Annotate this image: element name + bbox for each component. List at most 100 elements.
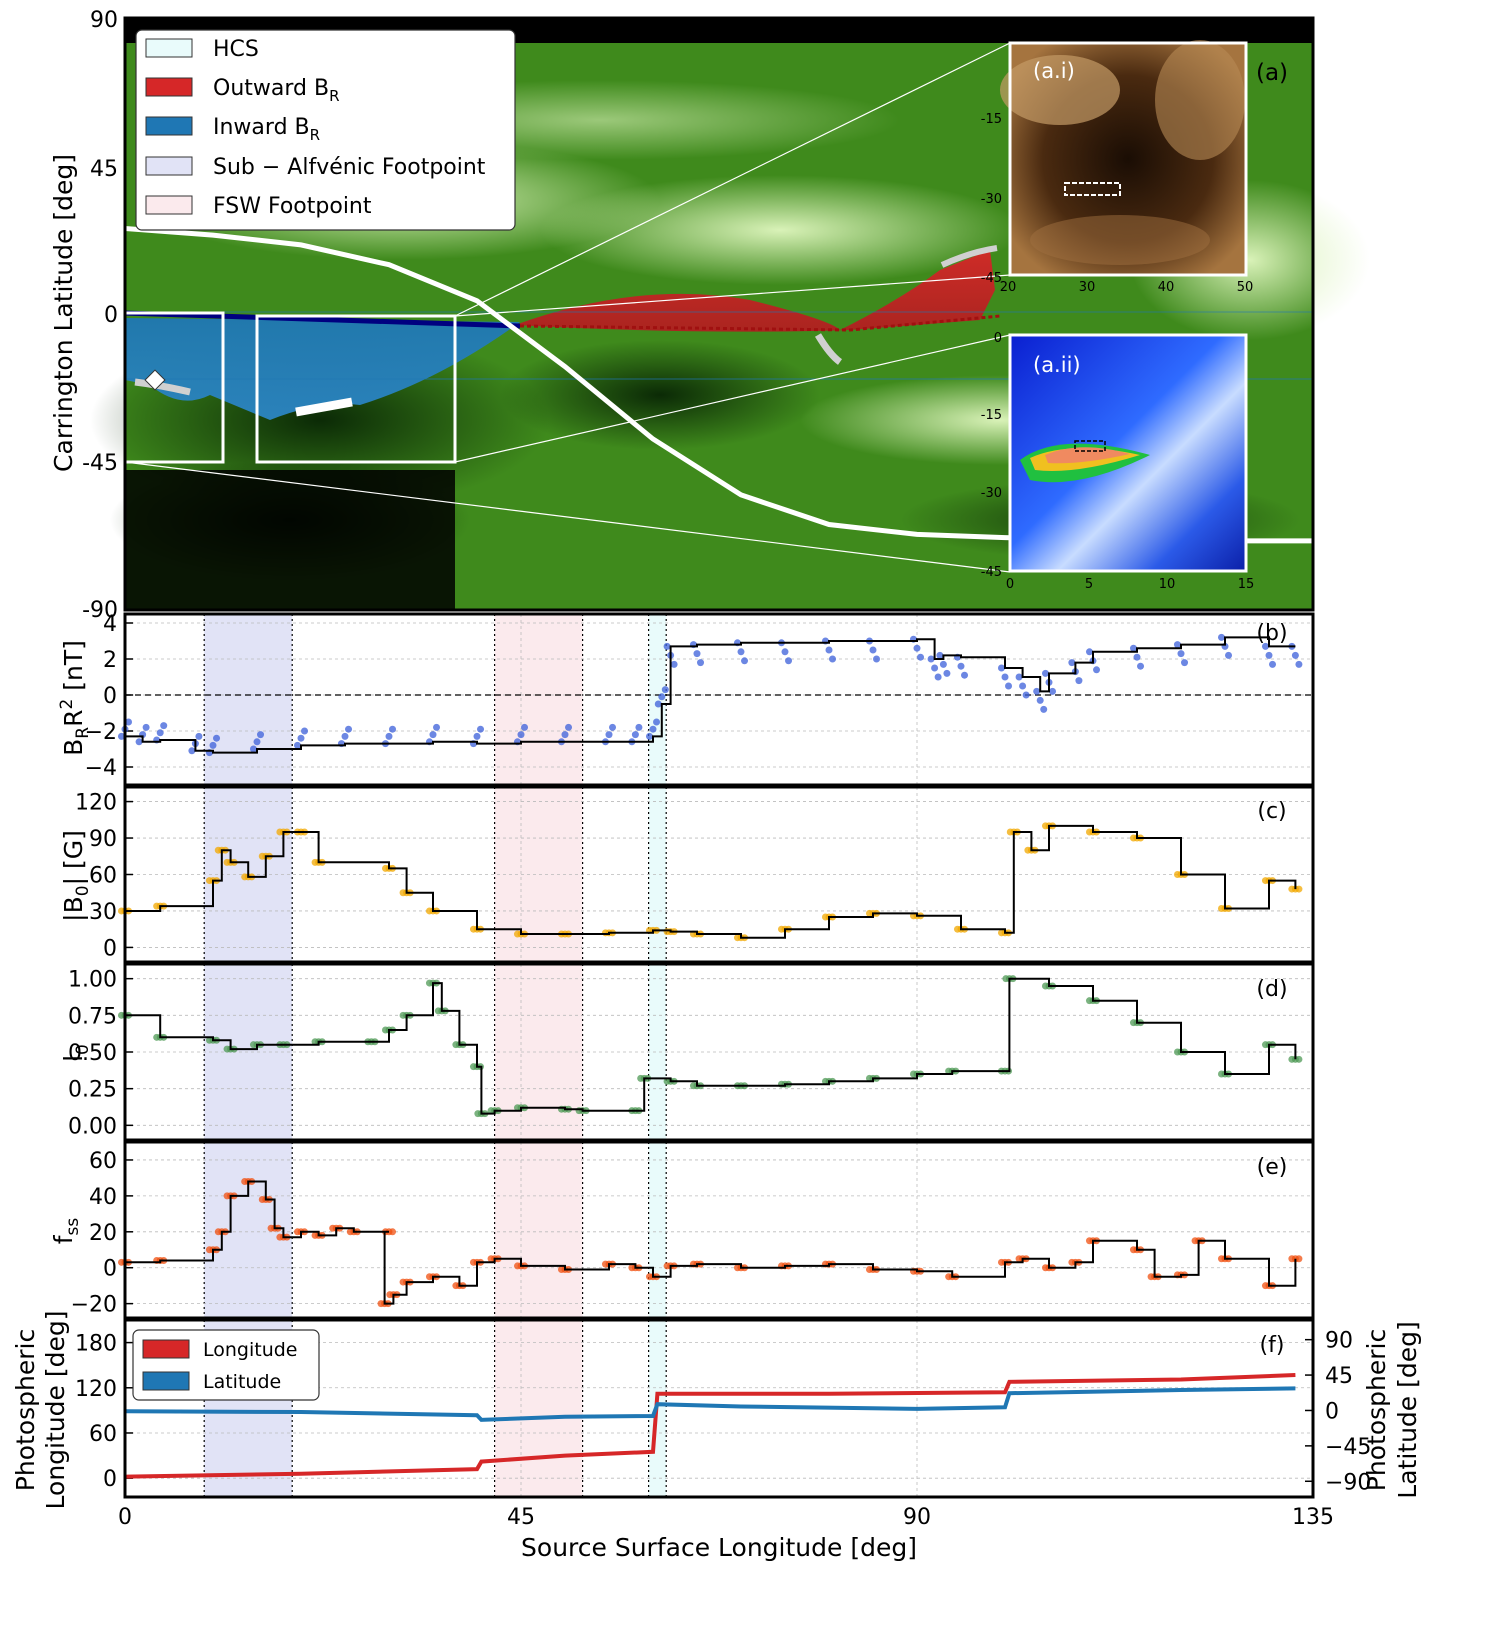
panel-f-text: (f) Photospheric Longitude [deg] Photosp… — [11, 1311, 1422, 1510]
data-point-b — [1033, 687, 1041, 695]
ytick-b: 4 — [103, 612, 117, 637]
data-point-b — [1133, 653, 1141, 661]
panel-b-label: (b) — [1256, 621, 1287, 646]
zoom-boxes — [123, 42, 1011, 573]
data-point-b — [825, 646, 833, 654]
legend-label-latitude: Latitude — [203, 1371, 281, 1393]
data-point-b — [160, 722, 168, 730]
band-hcs-c — [648, 787, 667, 962]
data-point-b — [1261, 642, 1269, 650]
ytick-right: −45 — [1325, 1435, 1371, 1460]
data-point-b — [873, 655, 881, 663]
panel-c-ylabel: |B0| [G] — [59, 830, 93, 922]
svg-text:90: 90 — [90, 8, 118, 33]
data-point-b — [195, 732, 203, 740]
data-point-b — [433, 723, 441, 731]
panel-f-label: (f) — [1260, 1333, 1285, 1358]
panel-a-legend: HCS Outward BR Inward BR Sub − Alfvénic … — [135, 29, 516, 231]
data-point-b — [253, 738, 261, 746]
data-point-b — [654, 700, 662, 708]
data-point-b — [213, 734, 221, 742]
data-point-b — [1173, 641, 1181, 649]
footpoints-cluster — [295, 397, 353, 417]
ytick-right: 0 — [1325, 1399, 1339, 1424]
ytick-d: 0.75 — [68, 1004, 117, 1029]
legend-label-outward: Outward BR — [213, 76, 340, 105]
legend-swatch-latitude — [142, 1371, 190, 1391]
svg-text:-15: -15 — [981, 112, 1002, 127]
ytick-f: 0 — [103, 1467, 117, 1492]
panel-b-plot: 4 2 0 −2 −4 — [85, 612, 1315, 787]
inset-a-ii-ticks: 0 5 10 15 0 -15 -30 -45 — [981, 331, 1255, 592]
data-point-b — [785, 657, 793, 665]
panel-f-frame — [123, 1318, 1315, 1499]
data-point-b — [1269, 660, 1277, 668]
svg-text:15: 15 — [1238, 577, 1255, 592]
panel-c-plot: 120 90 60 30 0 — [75, 785, 1315, 964]
data-point-b — [670, 660, 678, 668]
footpoints-left — [134, 378, 191, 396]
ytick-right: −90 — [1325, 1470, 1371, 1495]
data-point-b — [1005, 682, 1013, 690]
panel-d-frame — [123, 962, 1315, 1142]
inset-a-ii: (a.ii) 0 5 10 15 0 -15 -30 -45 — [981, 331, 1255, 592]
data-point-b — [829, 655, 837, 663]
data-point-b — [658, 693, 666, 701]
panel-e-frame — [123, 1140, 1315, 1320]
data-point-b — [385, 732, 393, 740]
data-point-b — [609, 723, 617, 731]
step-line-b — [125, 636, 1296, 754]
data-point-b — [1137, 662, 1145, 670]
inset-a-i: (a.i) 20 30 40 50 -15 -30 -45 — [981, 40, 1254, 295]
data-point-b — [697, 659, 705, 667]
step-line-e — [125, 1180, 1297, 1305]
band-fsw-e — [494, 1142, 583, 1318]
footpoints-right-upper — [940, 245, 998, 268]
data-point-b — [156, 729, 164, 737]
data-point-b — [1040, 705, 1048, 713]
data-point-b — [257, 731, 265, 739]
panel-c-label: (c) — [1257, 799, 1286, 824]
data-point-b — [645, 732, 653, 740]
data-point-b — [135, 738, 143, 746]
svg-text:-30: -30 — [981, 486, 1002, 501]
data-point-b — [653, 718, 661, 726]
legend-item-outward: Outward BR — [145, 76, 340, 105]
svg-text:50: 50 — [1237, 280, 1254, 295]
panel-a-ylabel: Carrington Latitude [deg] — [49, 154, 78, 472]
svg-text:-45: -45 — [981, 565, 1002, 580]
data-point-b — [943, 669, 951, 677]
x-ticks: 0 45 90 135 — [118, 1505, 1334, 1530]
legend-item-longitude: Longitude — [142, 1339, 298, 1361]
svg-text:-90: -90 — [82, 598, 118, 623]
x-axis: 0 45 90 135 Source Surface Longitude [de… — [118, 1505, 1334, 1562]
ytick-c: 120 — [75, 791, 117, 816]
x-axis-label: Source Surface Longitude [deg] — [521, 1533, 917, 1562]
ytick-b: −4 — [85, 756, 117, 781]
footpoint-markers-i — [1064, 182, 1121, 196]
inset-a-i-label: (a.i) — [1033, 59, 1075, 83]
data-point-b — [1075, 677, 1083, 685]
data-point-b — [1036, 696, 1044, 704]
svg-text:-15: -15 — [981, 408, 1002, 423]
panel-a: (a.i) 20 30 40 50 -15 -30 -45 (a.ii) 0 5 — [49, 8, 1370, 623]
data-point-b — [249, 745, 257, 753]
ytick-d: 0.00 — [68, 1114, 117, 1139]
data-point-b — [125, 718, 133, 726]
data-point-b — [209, 741, 217, 749]
svg-text:10: 10 — [1159, 577, 1176, 592]
legend-label-hcs: HCS — [213, 37, 259, 62]
svg-text:-45: -45 — [82, 451, 118, 476]
data-point-e — [389, 1228, 397, 1236]
ytick-f: 60 — [89, 1422, 117, 1447]
data-point-b — [389, 725, 397, 733]
legend-label-sub-alfvenic: Sub − Alfvénic Footpoint — [213, 155, 486, 180]
band-fsw-b — [494, 614, 583, 785]
panel-f-legend: Longitude Latitude — [132, 1329, 320, 1401]
data-point-b — [473, 732, 481, 740]
band-hcs-d — [648, 964, 667, 1140]
inset-a-ii-label: (a.ii) — [1033, 353, 1081, 377]
data-point-b — [1265, 651, 1273, 659]
legend-label-inward: Inward BR — [213, 115, 320, 144]
